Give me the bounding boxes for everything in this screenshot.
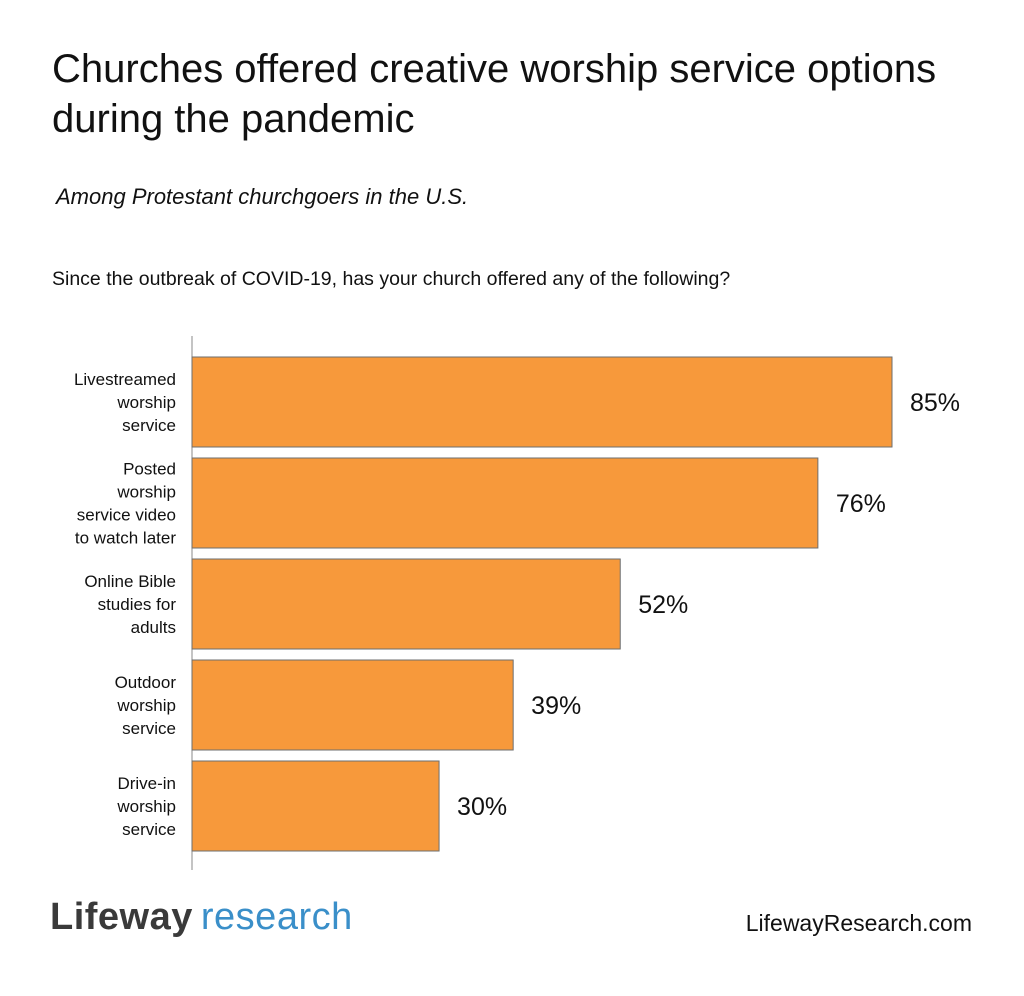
bar-2 — [191, 558, 621, 650]
value-label-4: 30% — [457, 793, 507, 821]
category-label-line: Livestreamed — [74, 370, 176, 389]
category-label-line: service video — [77, 506, 176, 525]
category-label-line: worship — [116, 696, 176, 715]
category-label-line: Drive-in — [117, 774, 176, 793]
category-label-line: Online Bible — [84, 572, 176, 591]
lifeway-research-logo: Lifeway research — [50, 896, 353, 939]
value-label-0: 85% — [910, 389, 960, 417]
bar-1 — [191, 457, 819, 549]
category-label-line: Posted — [123, 460, 176, 479]
category-label-line: to watch later — [75, 529, 176, 548]
category-label-line: adults — [131, 618, 176, 637]
category-label-4: Drive-in worship service — [116, 774, 176, 839]
category-label-line: service — [122, 416, 176, 435]
category-label-line: worship — [116, 393, 176, 412]
category-label-line: worship — [116, 797, 176, 816]
survey-question: Since the outbreak of COVID-19, has your… — [52, 268, 731, 290]
category-label-2: Online Bible studies for adults — [84, 572, 176, 637]
category-label-line: service — [122, 820, 176, 839]
bar-3 — [191, 659, 514, 751]
logo-secondary-text: research — [200, 896, 353, 938]
category-label-line: service — [122, 719, 176, 738]
chart-title: Churches offered creative worship servic… — [52, 47, 937, 141]
category-label-line: worship — [116, 483, 176, 502]
bar-0 — [191, 356, 893, 448]
value-label-2: 52% — [638, 591, 688, 619]
website-url: LifewayResearch.com — [745, 910, 972, 936]
value-label-3: 39% — [531, 692, 581, 720]
logo-primary-text: Lifeway — [50, 896, 193, 938]
category-label-line: Outdoor — [115, 673, 177, 692]
bar-4 — [191, 760, 440, 852]
chart-subtitle: Among Protestant churchgoers in the U.S. — [56, 184, 469, 209]
category-label-3: Outdoor worship service — [115, 673, 177, 738]
value-label-1: 76% — [836, 490, 886, 518]
category-label-1: Posted worship service video to watch later — [75, 460, 176, 548]
category-label-0: Livestreamed worship service — [74, 370, 176, 435]
category-label-line: studies for — [98, 595, 177, 614]
